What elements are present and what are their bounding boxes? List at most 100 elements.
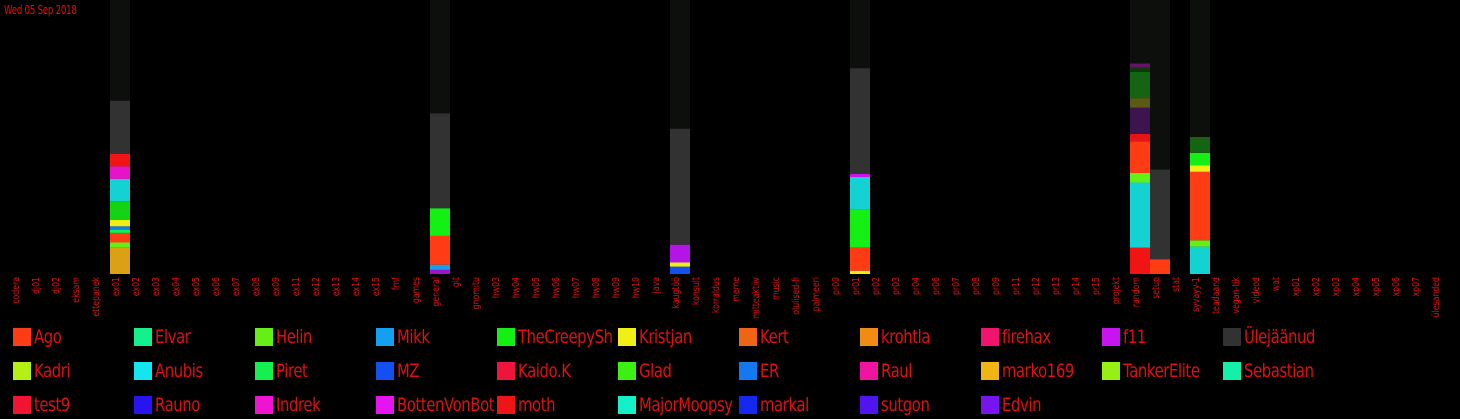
x-tick-label: ettepanek <box>91 276 102 316</box>
legend-label: Rauno <box>155 394 200 416</box>
legend-swatch <box>618 362 636 380</box>
legend-swatch <box>497 328 515 346</box>
x-tick-label: pr01 <box>851 277 862 295</box>
x-tick-label: kaugtöö <box>671 277 682 309</box>
legend-label: MZ <box>397 360 420 382</box>
legend-swatch <box>376 328 394 346</box>
x-tick-label: pr09 <box>991 277 1002 295</box>
x-tick-label: dj02 <box>51 277 62 294</box>
x-tick-label: ex04 <box>171 277 182 296</box>
x-tick-label: meme <box>731 277 742 302</box>
stacked-bar-chart: codera dj01 dj02 eksam ettepanek ex01 ex02 ex03… <box>11 0 1442 319</box>
legend-item: MajorMoopsy <box>618 393 736 417</box>
bar-segment <box>1130 141 1150 173</box>
bar-segment <box>430 208 450 236</box>
x-tick-label: konsult <box>691 277 702 306</box>
legend-item: Helin <box>255 325 373 349</box>
legend-item: ER <box>739 359 857 383</box>
x-tick-label: vegan-tik <box>1231 276 1242 313</box>
legend-label: Anubis <box>155 360 203 382</box>
x-tick-label: pr15 <box>1091 277 1102 295</box>
legend-swatch <box>860 396 878 414</box>
x-tick-label: gnomitu <box>471 277 482 309</box>
bar-segment <box>850 177 870 210</box>
legend-swatch <box>497 362 515 380</box>
bar-segment <box>1190 240 1210 247</box>
bar-segment <box>1150 259 1170 274</box>
legend-swatch <box>13 396 31 414</box>
legend-swatch <box>376 396 394 414</box>
x-tick-label: ex06 <box>211 277 222 296</box>
x-tick-label: pr14 <box>1071 277 1082 295</box>
bar-segment <box>1190 152 1210 166</box>
legend-item: Kert <box>739 325 857 349</box>
x-tick-label: videod <box>1251 277 1262 303</box>
legend-item: BottenVonBot <box>376 393 494 417</box>
x-tick-label: dj01 <box>31 277 42 294</box>
bar-segment <box>1130 247 1150 274</box>
legend-item: TankerElite <box>1102 359 1220 383</box>
bar-segment <box>110 178 130 202</box>
legend-item: Kristjan <box>618 325 736 349</box>
x-tick-label: hw05 <box>531 277 542 298</box>
legend-swatch <box>1102 328 1120 346</box>
date-label: Wed 05 Sep 2018 <box>4 3 77 17</box>
x-tick-label: stat <box>1171 277 1182 292</box>
bar-segment <box>110 247 130 274</box>
legend-swatch <box>1223 328 1241 346</box>
legend-item: Elvar <box>134 325 252 349</box>
x-tick-label: ex08 <box>251 277 262 296</box>
legend-item: TheCreepySh <box>497 325 615 349</box>
x-tick-label: syvayy-1 <box>1191 277 1202 312</box>
legend-item: Indrek <box>255 393 373 417</box>
legend-swatch <box>255 362 273 380</box>
x-tick-label: hw04 <box>511 277 522 298</box>
legend-item: Ülejäänud <box>1223 325 1341 349</box>
bar-segment <box>850 173 870 178</box>
x-tick-label: ex01 <box>111 277 122 296</box>
bar-segment <box>430 264 450 270</box>
x-tick-label: xp04 <box>1351 277 1362 297</box>
legend-item: Mikk <box>376 325 494 349</box>
x-tick-label: wat <box>1271 277 1282 292</box>
legend-label: Elvar <box>155 326 191 348</box>
legend-item: Piret <box>255 359 373 383</box>
x-tick-label: ex05 <box>191 277 202 296</box>
bar-segment <box>670 244 690 263</box>
x-tick-label: hw06 <box>551 277 562 298</box>
x-tick-label: pr07 <box>951 277 962 295</box>
legend-item: Ago <box>13 325 131 349</box>
legend-label: Kadri <box>34 360 71 382</box>
x-tick-label: xp03 <box>1331 277 1342 296</box>
legend-item: MZ <box>376 359 494 383</box>
legend-swatch <box>1102 362 1120 380</box>
x-tick-label: hw08 <box>591 277 602 298</box>
legend-swatch <box>981 396 999 414</box>
bar-segment <box>430 113 450 209</box>
bar-segment <box>1150 169 1170 260</box>
legend-label: f11 <box>1123 326 1146 348</box>
x-tick-label: korraldus <box>711 277 722 313</box>
bars-group <box>110 0 1210 274</box>
legend-item: Kadri <box>13 359 131 383</box>
legend-swatch <box>618 396 636 414</box>
x-tick-label: pr08 <box>971 277 982 295</box>
legend-swatch <box>981 328 999 346</box>
bar-segment <box>1130 172 1150 183</box>
x-tick-label: pr13 <box>1051 277 1062 295</box>
legend-item: Raul <box>860 359 978 383</box>
legend-label: moth <box>518 394 556 416</box>
legend-swatch <box>497 396 515 414</box>
bar-segment <box>1130 107 1150 134</box>
bar-segment <box>110 201 130 221</box>
bar-segment <box>110 220 130 227</box>
bar-segment <box>430 269 450 274</box>
legend-item: moth <box>497 393 615 417</box>
legend-label: Raul <box>881 360 913 382</box>
x-tick-label: games <box>411 277 422 303</box>
legend-swatch <box>134 396 152 414</box>
legend-swatch <box>739 328 757 346</box>
x-tick-label: xp06 <box>1391 277 1402 297</box>
x-tick-label: setup <box>1151 277 1162 299</box>
x-tick-label: ex15 <box>371 277 382 296</box>
